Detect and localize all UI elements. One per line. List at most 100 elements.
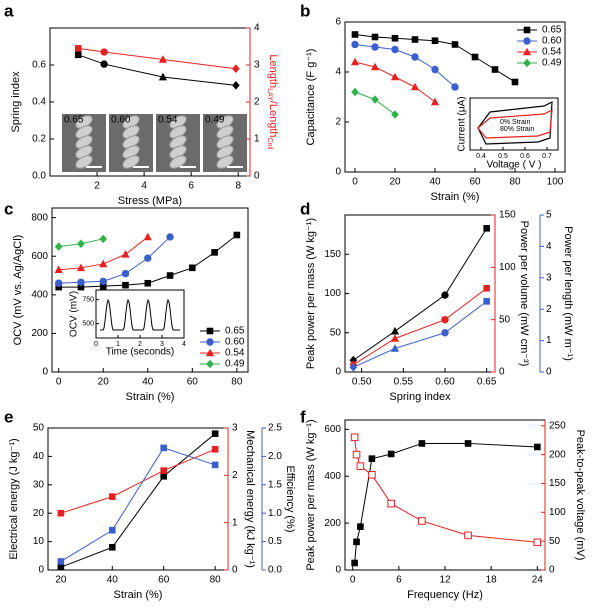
marker (352, 450, 361, 459)
marker (390, 72, 400, 81)
marker (166, 233, 174, 241)
y2-tick-label: 4 (254, 23, 260, 34)
series-line (60, 433, 216, 568)
marker (351, 87, 359, 97)
marker (99, 234, 108, 244)
x-tick-label: 2 (94, 181, 100, 192)
series-line (353, 287, 487, 366)
marker (144, 279, 152, 287)
marker (418, 517, 426, 525)
y2-tick-label: 2 (254, 97, 260, 108)
marker (108, 543, 116, 551)
axis-label-part: Length (267, 54, 279, 88)
x-tick-label: 20 (389, 177, 401, 188)
panel-label: e (4, 407, 13, 426)
marker (523, 26, 531, 34)
y-tick-label: 0.2 (32, 134, 46, 145)
marker (351, 40, 359, 49)
panel-label: c (4, 199, 13, 218)
marker (368, 455, 376, 462)
y-tick-label: 0 (335, 367, 341, 378)
marker (77, 283, 85, 291)
x-tick-label: 60 (187, 377, 199, 388)
y3-tick-label: 1.5 (268, 479, 282, 490)
image-label: 0.65 (64, 115, 84, 126)
y3-tick-label: 2.5 (268, 423, 282, 434)
legend-label: 0.60 (542, 36, 562, 47)
plot-frame (51, 207, 249, 373)
x-axis-label: Stress (MPa) (118, 195, 182, 207)
marker (211, 446, 219, 453)
inset-x-tick-label: 0 (94, 341, 98, 348)
y-tick-label: 800 (31, 212, 48, 223)
marker (451, 83, 459, 91)
marker (351, 559, 358, 567)
marker (108, 493, 116, 500)
inset-y-tick-label: 750 (82, 296, 94, 303)
image-label: 0.49 (205, 115, 225, 126)
y2-tick-label: 100 (499, 262, 516, 273)
y-tick-label: 400 (31, 289, 48, 300)
y3-tick-label: 1.0 (268, 508, 282, 519)
marker (387, 450, 395, 458)
legend-label: 0.49 (542, 58, 562, 69)
marker (430, 97, 440, 106)
marker (410, 82, 420, 91)
y2-tick-label: 100 (549, 507, 566, 518)
y-tick-label: 50 (330, 327, 342, 338)
panel-label: d (300, 199, 310, 218)
x-tick-label: 80 (509, 177, 521, 188)
image-label: 0.60 (111, 115, 131, 126)
y-tick-label: 0.4 (32, 97, 46, 108)
marker (100, 60, 108, 68)
marker (357, 523, 364, 530)
marker (523, 37, 531, 45)
y2-tick-label: 250 (549, 420, 566, 431)
inset-x-tick-label: 2 (138, 341, 142, 348)
marker (158, 72, 168, 81)
marker (57, 509, 65, 517)
x-axis-label: Strain (%) (114, 589, 163, 601)
y-tick-label: 0 (335, 565, 341, 576)
marker (431, 65, 439, 74)
axis-label: Peak-to-peak voltage (mV) (574, 430, 586, 561)
series-line (60, 447, 216, 562)
inset-y-tick-label: 500 (82, 320, 94, 327)
y-tick-label: 6 (335, 17, 341, 28)
y2-tick-label: 1 (232, 517, 238, 528)
inset-note: 0% Strain (500, 119, 530, 126)
marker (390, 344, 400, 352)
marker (391, 45, 399, 54)
y2-tick-label: 200 (549, 449, 566, 460)
y2-tick-label: 0 (549, 565, 555, 576)
x-tick-label: 0 (56, 377, 62, 388)
inset-y-label: Current (μA) (457, 96, 468, 151)
inset-x-label: Time (seconds) (106, 347, 175, 358)
marker (166, 272, 174, 279)
inset-x-tick-label: 4 (182, 341, 186, 348)
marker (441, 315, 449, 324)
axis-label: Peak power per mass (W kg⁻¹) (305, 218, 317, 369)
marker (491, 66, 499, 73)
marker (74, 51, 82, 59)
inset-note: 80% Strain (500, 126, 534, 133)
y2-tick-label: 0 (232, 565, 238, 576)
x-tick-label: 40 (142, 377, 154, 388)
marker (350, 57, 360, 66)
x-tick-label: 0 (352, 177, 358, 188)
y-tick-label: 200 (31, 328, 48, 339)
axis-label-part: Coil (266, 138, 273, 151)
marker (99, 259, 108, 268)
inset-y-label: OCV (mV) (69, 291, 80, 337)
y-tick-label: 20 (33, 508, 45, 519)
series-line (353, 228, 488, 361)
marker (371, 33, 379, 41)
marker (77, 278, 85, 286)
marker (55, 283, 62, 291)
y-tick-label: 150 (324, 249, 341, 260)
marker (353, 538, 360, 546)
y3-tick-label: 1 (546, 335, 552, 346)
axis-label: Electrical energy (J kg⁻¹) (8, 438, 20, 559)
